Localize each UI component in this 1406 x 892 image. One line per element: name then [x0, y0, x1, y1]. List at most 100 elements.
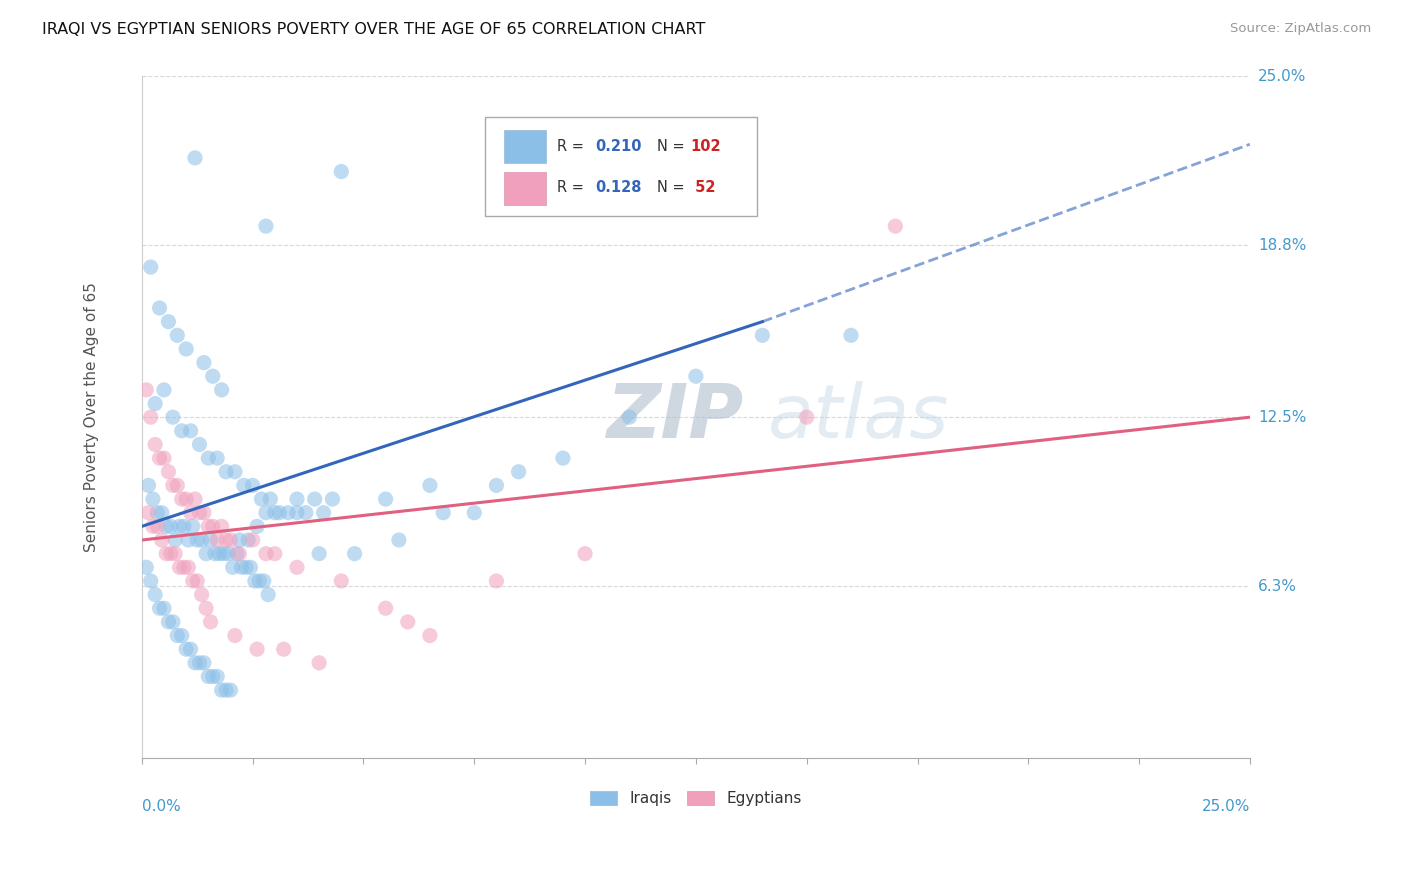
Point [197, 451, 219, 466]
Point [219, 533, 242, 547]
Point [190, 533, 212, 547]
Point [295, 506, 318, 520]
Point [188, 656, 211, 670]
Point [273, 642, 295, 657]
Point [148, 601, 170, 615]
Point [135, 383, 157, 397]
Point [162, 478, 184, 492]
Point [169, 560, 191, 574]
Point [139, 260, 162, 274]
Point [374, 491, 396, 506]
Text: 25.0%: 25.0% [1202, 799, 1250, 814]
Point [228, 547, 250, 561]
Point [619, 410, 641, 425]
Text: 0.210: 0.210 [595, 138, 641, 153]
Point [685, 369, 707, 384]
Point [285, 491, 308, 506]
Point [150, 506, 173, 520]
FancyBboxPatch shape [485, 117, 756, 216]
Point [193, 356, 215, 370]
Point [226, 547, 249, 561]
Point [166, 478, 188, 492]
Point [551, 451, 574, 466]
Point [228, 533, 250, 547]
Point [142, 491, 165, 506]
Point [257, 588, 280, 602]
Point [143, 588, 166, 602]
Point [173, 560, 195, 574]
Point [574, 547, 596, 561]
Point [263, 506, 285, 520]
Point [211, 683, 233, 698]
Point [419, 478, 441, 492]
Point [153, 383, 176, 397]
Point [463, 506, 485, 520]
Text: atlas: atlas [768, 381, 949, 453]
Point [239, 560, 262, 574]
Point [180, 506, 202, 520]
Point [388, 533, 411, 547]
Point [246, 519, 269, 533]
Point [153, 451, 176, 466]
Point [186, 533, 208, 547]
Text: Source: ZipAtlas.com: Source: ZipAtlas.com [1230, 22, 1371, 36]
Point [143, 396, 166, 410]
Point [165, 533, 187, 547]
Point [170, 628, 193, 642]
Point [174, 642, 197, 657]
Point [195, 601, 218, 615]
Point [153, 601, 176, 615]
Point [184, 151, 207, 165]
Point [148, 301, 170, 315]
Point [138, 506, 160, 520]
Text: Seniors Poverty Over the Age of 65: Seniors Poverty Over the Age of 65 [84, 282, 100, 552]
Point [169, 519, 191, 533]
Point [188, 437, 211, 451]
Point [193, 656, 215, 670]
Text: 102: 102 [690, 138, 721, 153]
Point [485, 574, 508, 588]
Point [166, 328, 188, 343]
Bar [505, 172, 547, 204]
Point [165, 547, 187, 561]
Point [162, 615, 184, 629]
Point [205, 533, 228, 547]
Point [751, 328, 773, 343]
Point [254, 547, 277, 561]
Point [146, 519, 169, 533]
Text: R =: R = [557, 180, 589, 195]
Point [253, 574, 276, 588]
Point [224, 628, 246, 642]
Bar [505, 130, 547, 163]
Point [212, 547, 235, 561]
Point [155, 547, 177, 561]
Text: N =: N = [657, 138, 689, 153]
Point [159, 547, 181, 561]
Point [162, 410, 184, 425]
Point [157, 315, 180, 329]
Point [201, 369, 224, 384]
Point [277, 506, 299, 520]
Point [150, 533, 173, 547]
Point [174, 491, 197, 506]
Point [250, 491, 273, 506]
Point [219, 683, 242, 698]
Point [205, 451, 228, 466]
Point [839, 328, 862, 343]
Point [321, 491, 343, 506]
Point [285, 560, 308, 574]
Point [135, 560, 157, 574]
Point [374, 601, 396, 615]
Point [170, 491, 193, 506]
Point [232, 478, 254, 492]
Point [312, 506, 335, 520]
Text: 18.8%: 18.8% [1258, 238, 1306, 252]
Point [143, 437, 166, 451]
Point [184, 656, 207, 670]
Point [159, 519, 181, 533]
Point [186, 574, 208, 588]
Point [204, 547, 226, 561]
Point [201, 669, 224, 683]
Point [222, 560, 245, 574]
Point [166, 628, 188, 642]
